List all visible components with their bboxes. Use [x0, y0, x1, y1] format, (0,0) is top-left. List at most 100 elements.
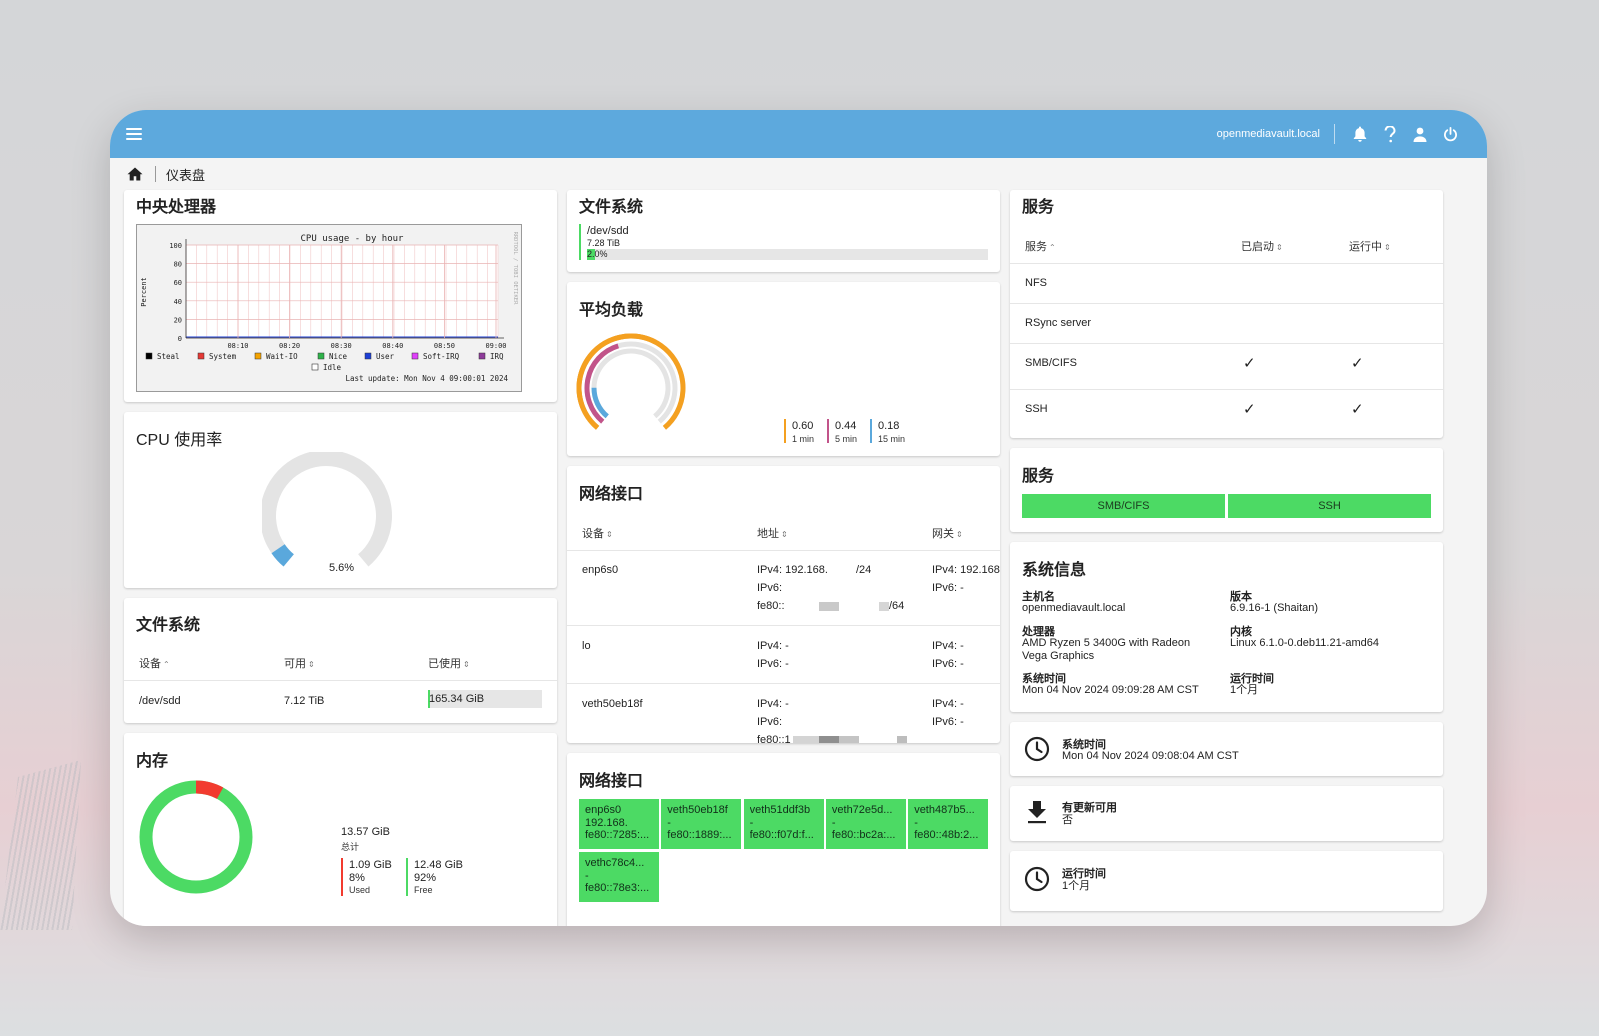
- net-address-ipv4: IPv4: -: [757, 640, 789, 652]
- table-divider: [1010, 343, 1443, 344]
- home-icon[interactable]: [127, 166, 143, 182]
- system-time-label: 系统时间: [1022, 673, 1066, 685]
- kernel-value: Linux 6.1.0-0.deb11.21-amd64: [1230, 637, 1380, 649]
- card-title: 内存: [136, 753, 169, 770]
- load-15min-label: 15 min: [878, 434, 906, 444]
- legend-label: Nice: [329, 352, 348, 361]
- bell-icon[interactable]: [1345, 119, 1375, 149]
- system-info-card: 系统信息 主机名 openmediavault.local 版本 6.9.16-…: [1010, 542, 1443, 712]
- card-title: CPU 使用率: [136, 432, 223, 449]
- load-15min-value: 0.18: [878, 420, 900, 432]
- load-15min-marker: [870, 419, 872, 443]
- table-divider: [567, 625, 1000, 626]
- legend-label: User: [376, 352, 395, 361]
- card-title: 服务: [1022, 468, 1055, 485]
- column-header-device[interactable]: 设备 ⇕: [582, 528, 613, 540]
- load-gauge: [576, 333, 686, 430]
- load-5min-marker: [827, 419, 829, 443]
- redacted-block: [819, 736, 839, 743]
- filesystem-table-card: 文件系统 设备 ⌃ 可用 ⇕ 已使用 ⇕ /dev/sdd 7.12 TiB 165.…: [124, 598, 557, 723]
- memory-used-value: 1.09 GiB: [349, 859, 392, 871]
- service-name-ssh: SSH: [1025, 403, 1048, 415]
- check-icon: ✓: [1351, 401, 1364, 418]
- load-average-card: 平均负载 0.60 1 min 0.44 5 min 0.18 15 min: [567, 282, 1000, 456]
- column-header-service[interactable]: 服务 ⌃: [1025, 241, 1056, 253]
- uptime-widget: 运行时间 1个月: [1010, 851, 1443, 911]
- services-status-card: 服务 SMB/CIFS SSH: [1010, 448, 1443, 532]
- column-header-used[interactable]: 已使用 ⇕: [428, 658, 470, 670]
- net-gateway-ipv6: IPv6: -: [932, 658, 964, 670]
- fs-summary-size: 7.28 TiB: [587, 238, 621, 248]
- legend-swatch: [145, 352, 153, 360]
- fs-used-bar: 165.34 GiB: [428, 690, 542, 708]
- service-smb-button[interactable]: SMB/CIFS: [1022, 494, 1225, 518]
- network-tile[interactable]: veth72e5d... - fe80::bc2a:...: [825, 799, 906, 849]
- kernel-label: 内核: [1230, 626, 1252, 638]
- network-tile[interactable]: veth50eb18f - fe80::1889:...: [661, 799, 742, 849]
- tile-ipv6: fe80::f07d:f...: [749, 829, 814, 841]
- power-icon[interactable]: [1435, 119, 1465, 149]
- side-text: RRDTOOL / TOBI OETIKER: [512, 232, 518, 306]
- y-axis-label: Percent: [140, 277, 148, 307]
- load-track: [591, 348, 671, 419]
- app-window: openmediavault.local 仪表盘 中央处理器 100 80 60 40…: [110, 110, 1487, 926]
- tile-ipv4: -: [585, 869, 589, 882]
- fs-device-cell: /dev/sdd: [139, 695, 181, 707]
- load-arc-5min: [584, 343, 620, 424]
- x-tick-label: 08:10: [227, 342, 248, 350]
- load-arc-outer: [576, 333, 686, 430]
- tile-name: veth487b5...: [914, 804, 975, 816]
- load-1min-label: 1 min: [792, 434, 815, 444]
- memory-used-arc: [139, 780, 253, 894]
- version-value: 6.9.16-1 (Shaitan): [1230, 602, 1319, 614]
- load-arc-15min: [591, 387, 609, 419]
- tile-ipv6: fe80::7285:...: [585, 829, 650, 841]
- memory-card: 内存 13.57 GiB 总计 1.09 GiB 8% Used 12.48 G…: [124, 733, 557, 926]
- services-table-card: 服务 服务 ⌃ 已启动 ⇕ 运行中 ⇕ NFS RSync server SMB/CI…: [1010, 190, 1443, 438]
- cpu-usage-chart: 100 80 60 40 20 0 08:10 08:20 08:30 08:40 08:50 09:…: [136, 224, 522, 392]
- tile-ipv6: fe80::1889:...: [667, 829, 732, 841]
- service-ssh-button[interactable]: SSH: [1228, 494, 1431, 518]
- help-icon[interactable]: [1375, 119, 1405, 149]
- column-header-device[interactable]: 设备 ⌃: [139, 658, 170, 670]
- memory-donut: [139, 780, 253, 894]
- y-tick-label: 40: [174, 298, 182, 306]
- uptime-label: 运行时间: [1230, 673, 1274, 685]
- network-tile[interactable]: veth487b5... - fe80::48b:2...: [908, 799, 989, 849]
- uptime-value: 1个月: [1230, 684, 1259, 696]
- y-tick-label: 80: [174, 261, 182, 269]
- breadcrumb: 仪表盘: [110, 158, 1487, 190]
- card-title: 平均负载: [579, 302, 644, 319]
- legend-swatch: [254, 352, 262, 360]
- column-header-running[interactable]: 运行中 ⇕: [1349, 241, 1391, 253]
- system-time-widget-label: 系统时间: [1062, 739, 1106, 751]
- top-bar: openmediavault.local: [110, 110, 1487, 158]
- updates-widget-label: 有更新可用: [1062, 802, 1117, 814]
- legend-swatch: [411, 352, 419, 360]
- legend-label: Idle: [323, 363, 342, 372]
- y-tick-label: 100: [169, 242, 182, 250]
- column-header-available[interactable]: 可用 ⇕: [284, 658, 315, 670]
- legend-swatch: [364, 352, 372, 360]
- card-title: 中央处理器: [136, 199, 217, 216]
- network-tile[interactable]: enp6s0 192.168. fe80::7285:...: [579, 799, 659, 849]
- user-icon[interactable]: [1405, 119, 1435, 149]
- system-time-widget: 系统时间 Mon 04 Nov 2024 09:08:04 AM CST: [1010, 722, 1443, 776]
- memory-free-percent: 92%: [414, 872, 437, 884]
- x-tick-label: 08:50: [434, 342, 455, 350]
- menu-icon[interactable]: [126, 128, 142, 140]
- processor-value-line2: Vega Graphics: [1022, 650, 1095, 662]
- memory-total-label: 总计: [341, 842, 360, 852]
- network-tile[interactable]: vethc78c4... - fe80::78e3:...: [579, 852, 659, 902]
- net-address-ipv6: IPv6:: [757, 716, 783, 728]
- legend-swatch: [317, 352, 325, 360]
- column-header-gateway[interactable]: 网关 ⇕: [932, 528, 963, 540]
- tile-name: vethc78c4...: [585, 857, 645, 869]
- column-header-address[interactable]: 地址 ⇕: [757, 528, 788, 540]
- memory-free-value: 12.48 GiB: [414, 859, 463, 871]
- column-header-enabled[interactable]: 已启动 ⇕: [1241, 241, 1283, 253]
- fs-used-bar-fill: [428, 690, 431, 708]
- breadcrumb-dashboard[interactable]: 仪表盘: [166, 167, 206, 183]
- topbar-divider: [1334, 124, 1335, 144]
- network-tile[interactable]: veth51ddf3b - fe80::f07d:f...: [743, 799, 824, 849]
